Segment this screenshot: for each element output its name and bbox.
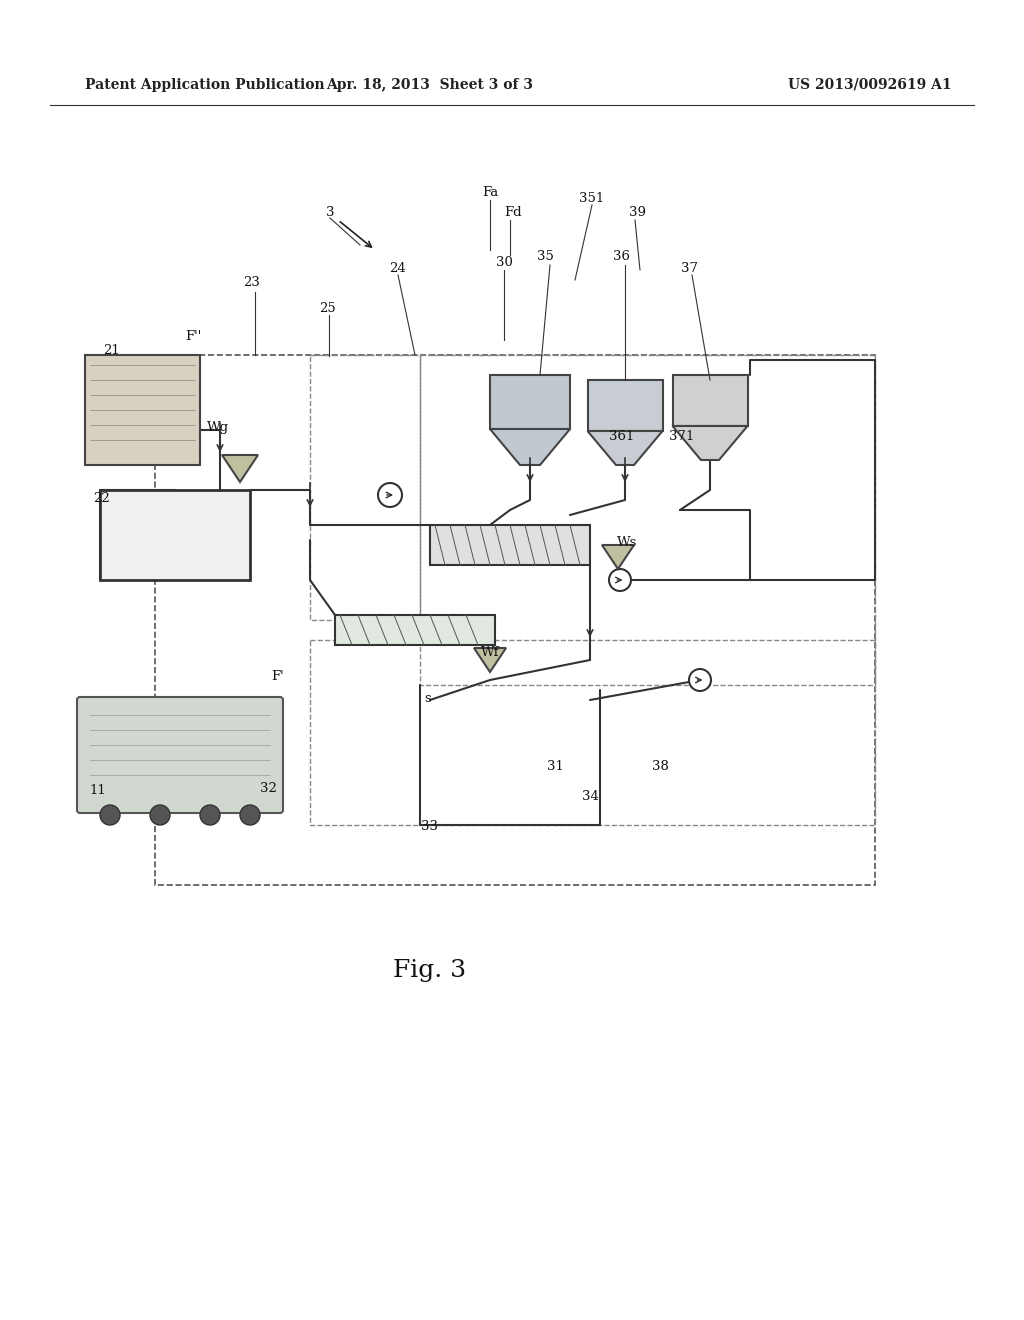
Text: 21: 21 — [103, 343, 121, 356]
Polygon shape — [490, 429, 570, 465]
Bar — [335, 615, 495, 645]
Bar — [420, 355, 874, 685]
Text: 11: 11 — [90, 784, 106, 796]
FancyBboxPatch shape — [77, 697, 283, 813]
Text: 361: 361 — [609, 430, 635, 444]
Text: 37: 37 — [682, 261, 698, 275]
Text: 22: 22 — [93, 491, 111, 504]
Circle shape — [150, 805, 170, 825]
Text: 351: 351 — [580, 191, 604, 205]
Circle shape — [200, 805, 220, 825]
Bar — [430, 525, 590, 565]
Bar — [85, 355, 200, 465]
Text: F': F' — [271, 671, 285, 684]
Circle shape — [609, 569, 631, 591]
Polygon shape — [474, 648, 506, 672]
Text: US 2013/0092619 A1: US 2013/0092619 A1 — [788, 78, 952, 92]
Bar — [310, 355, 420, 620]
Bar — [490, 375, 570, 429]
Text: Ws: Ws — [616, 536, 637, 549]
Text: 31: 31 — [547, 760, 563, 774]
Text: Fig. 3: Fig. 3 — [393, 958, 467, 982]
Text: 23: 23 — [244, 276, 260, 289]
Circle shape — [240, 805, 260, 825]
Polygon shape — [222, 455, 258, 482]
Text: 30: 30 — [496, 256, 512, 269]
Text: Apr. 18, 2013  Sheet 3 of 3: Apr. 18, 2013 Sheet 3 of 3 — [327, 78, 534, 92]
Text: Patent Application Publication: Patent Application Publication — [85, 78, 325, 92]
Bar — [588, 380, 663, 432]
Text: 3: 3 — [326, 206, 334, 219]
Polygon shape — [673, 426, 748, 459]
Text: Fa: Fa — [482, 186, 498, 198]
Text: Fd: Fd — [504, 206, 522, 219]
Text: 39: 39 — [630, 206, 646, 219]
Text: 371: 371 — [670, 430, 694, 444]
Text: 33: 33 — [422, 821, 438, 833]
Text: 24: 24 — [389, 261, 407, 275]
Text: 38: 38 — [651, 760, 669, 774]
Circle shape — [689, 669, 711, 690]
Bar — [155, 355, 874, 884]
Text: 32: 32 — [259, 781, 276, 795]
Text: Wf: Wf — [480, 645, 500, 659]
Bar — [310, 640, 874, 825]
Circle shape — [378, 483, 402, 507]
Text: 36: 36 — [613, 251, 631, 264]
Text: 35: 35 — [537, 251, 553, 264]
Text: F'': F'' — [184, 330, 201, 343]
Text: s: s — [425, 692, 431, 705]
Bar — [673, 375, 748, 426]
Text: Wg: Wg — [207, 421, 229, 434]
Bar — [100, 490, 250, 579]
Circle shape — [100, 805, 120, 825]
Text: 34: 34 — [582, 791, 598, 804]
Polygon shape — [602, 545, 634, 569]
Text: 25: 25 — [319, 301, 336, 314]
Polygon shape — [588, 432, 663, 465]
